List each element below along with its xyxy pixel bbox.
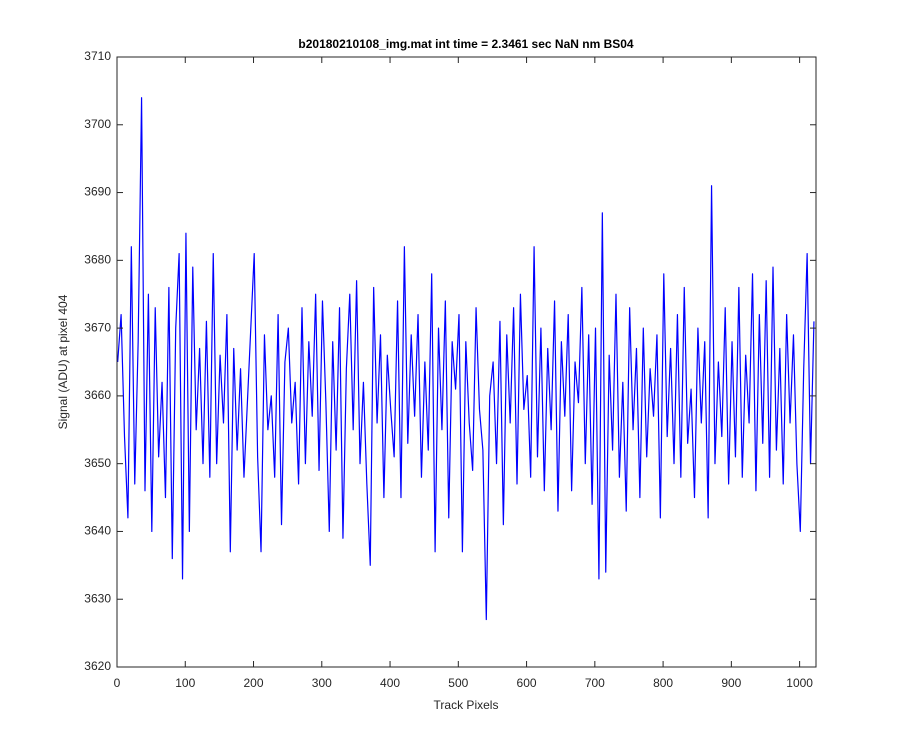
x-tick-label: 1000 (786, 676, 813, 690)
x-tick-label: 600 (517, 676, 537, 690)
x-tick-label: 300 (312, 676, 332, 690)
data-line (117, 97, 815, 621)
y-tick-label: 3660 (84, 388, 111, 402)
y-tick-label: 3680 (84, 253, 111, 267)
y-tick-label: 3640 (84, 524, 111, 538)
y-tick-label: 3620 (84, 659, 111, 673)
x-tick-label: 0 (114, 676, 121, 690)
x-tick-label: 800 (653, 676, 673, 690)
x-tick-label: 100 (175, 676, 195, 690)
x-axis-label: Track Pixels (434, 698, 499, 712)
y-tick-label: 3710 (84, 49, 111, 63)
x-tick-label: 900 (721, 676, 741, 690)
x-tick-label: 700 (585, 676, 605, 690)
y-tick-label: 3650 (84, 456, 111, 470)
plot-frame (116, 56, 817, 668)
y-tick-label: 3670 (84, 320, 111, 334)
y-tick-label: 3690 (84, 185, 111, 199)
x-tick-label: 400 (380, 676, 400, 690)
x-tick-label: 500 (448, 676, 468, 690)
x-tick-label: 200 (244, 676, 264, 690)
y-tick-label: 3630 (84, 591, 111, 605)
y-axis-label: Signal (ADU) at pixel 404 (56, 294, 70, 429)
chart-title: b20180210108_img.mat int time = 2.3461 s… (298, 37, 634, 51)
y-tick-label: 3700 (84, 117, 111, 131)
